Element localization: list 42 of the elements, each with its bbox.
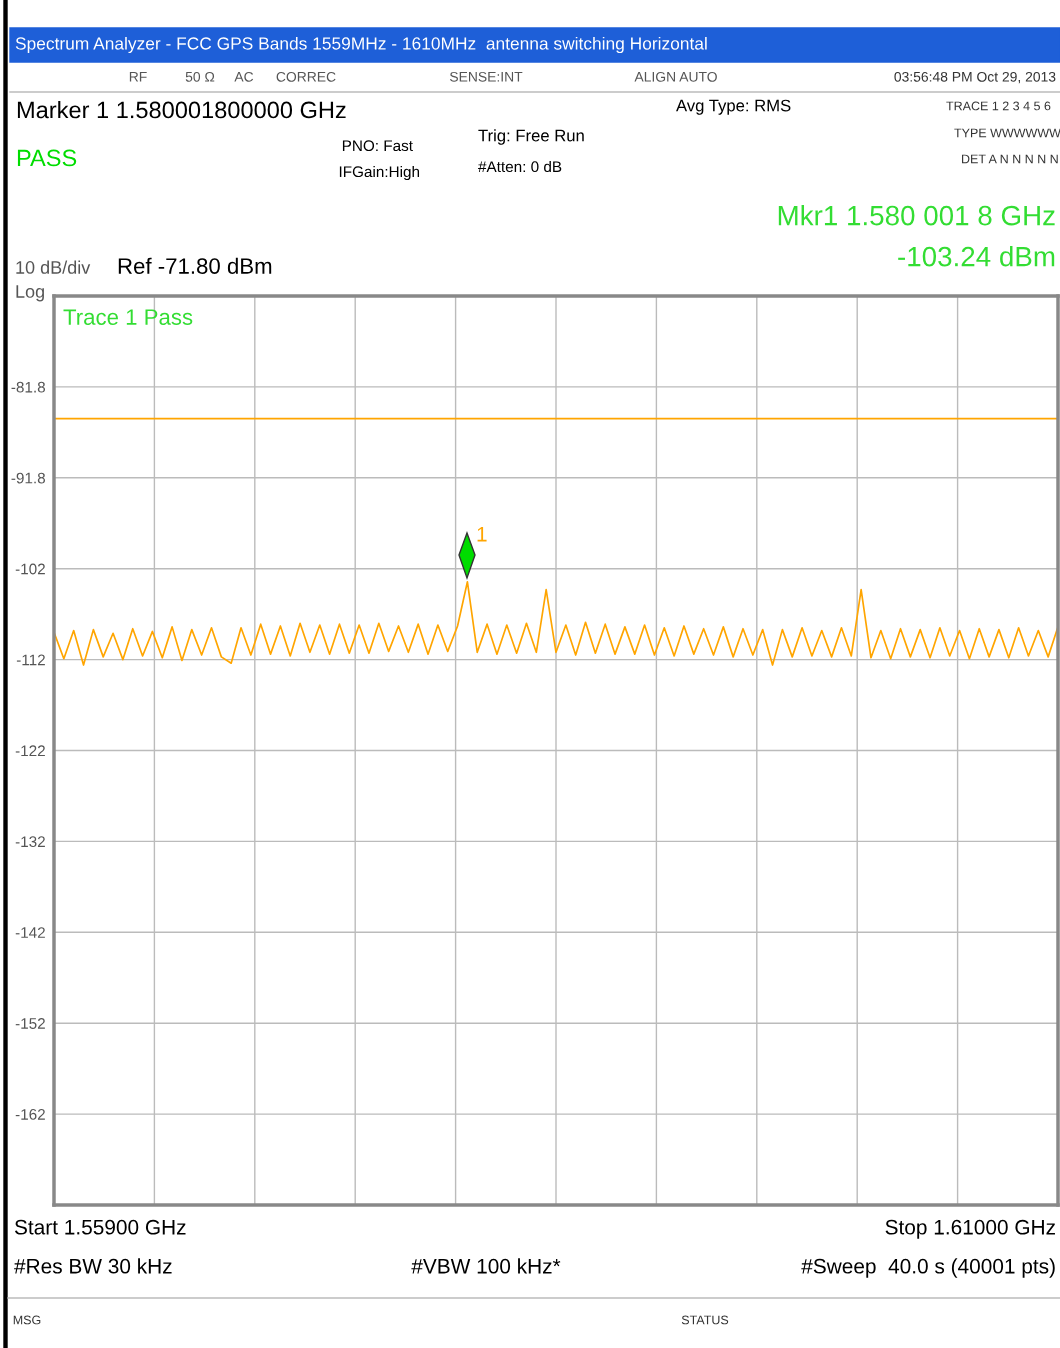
text: 50 Ω [185,71,215,82]
text: DET A N N N N N [962,154,1058,164]
text: #Sweep 40.0 s (40001 pts) [801,1258,1055,1278]
text: #Res BW 30 kHz [14,1258,172,1274]
y-tick-label: -91.8 [11,472,46,484]
y-tick-label: -102 [15,563,45,575]
text: STATUS [681,1315,729,1325]
text: 03:56:48 PM Oct 29, 2013 [894,71,1056,84]
y-tick-label: -142 [15,927,45,938]
text: ALIGN AUTO [634,71,717,82]
text: TYPE WWWWWW [954,128,1060,138]
line-series [54,580,1058,666]
y-tick-label: -112 [16,654,45,666]
y-tick-label: -132 [15,836,45,848]
y-tick-label: -162 [15,1108,45,1120]
text: Trig: Free Run [478,129,584,145]
text: MSG [13,1315,41,1325]
text: Mkr1 1.580 001 8 GHz [778,205,1055,226]
text: Log [16,285,44,302]
y-tick-label: -152 [15,1018,45,1029]
text: RF [129,72,147,82]
annotation: 1 [477,527,487,542]
text: CORREC [276,71,336,82]
annotation: Trace 1 Pass [63,309,193,325]
y-tick-label: -122 [15,745,45,757]
text: #VBW 100 kHz* [411,1258,561,1274]
text: Avg Type: RMS [676,99,791,115]
text: PASS [17,149,77,167]
text: -103.24 dBm [898,246,1055,267]
text: Marker 1 1.580001800000 GHz [17,101,346,119]
text: PNO: Fast [342,140,413,152]
text: Start 1.55900 GHz [14,1219,186,1235]
text: #Atten: 0 dB [478,160,562,173]
text: 10 dB/div [16,260,91,274]
text: IFGain:High [339,165,420,181]
text: AC [234,71,254,82]
text: SENSE:INT [449,71,523,82]
chart-title: Spectrum Analyzer - FCC GPS Bands 1559MHz - 1610MHz antenna switching Horizontal [15,36,707,54]
text: Ref -71.80 dBm [118,257,272,274]
text: TRACE 1 2 3 4 5 6 [946,101,1051,111]
y-tick-label: -81.8 [11,381,46,393]
text: Stop 1.61000 GHz [885,1219,1055,1239]
